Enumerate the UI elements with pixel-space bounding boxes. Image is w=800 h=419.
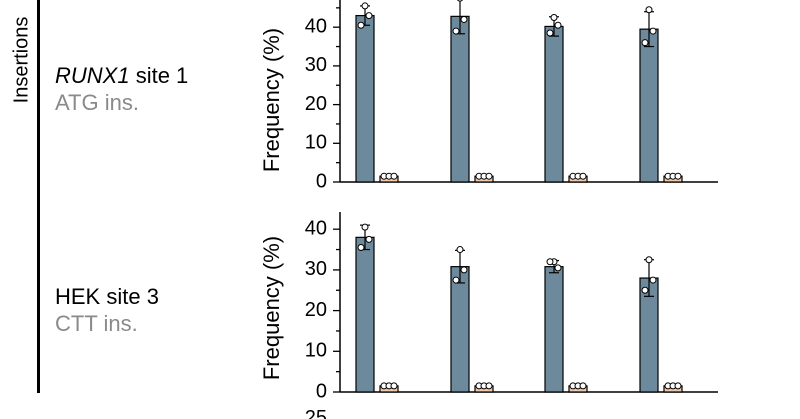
bar-series-1 xyxy=(544,25,564,183)
section-bracket xyxy=(37,0,40,393)
y-tick-label: 40 xyxy=(305,15,327,37)
replicate-point xyxy=(546,29,554,37)
replicate-point xyxy=(361,2,369,10)
bar-series-1 xyxy=(639,28,659,183)
replicate-point xyxy=(645,6,653,14)
bar-series-1 xyxy=(355,14,375,183)
replicate-point xyxy=(579,382,587,390)
y-tick-label: 20 xyxy=(305,299,327,321)
row-label-hek3: HEK site 3 CTT ins. xyxy=(55,283,159,337)
replicate-point xyxy=(579,172,587,180)
gene-name: RUNX1 xyxy=(55,63,130,88)
replicate-point xyxy=(546,258,554,266)
replicate-point xyxy=(649,27,657,35)
replicate-point xyxy=(390,382,398,390)
replicate-point xyxy=(460,15,468,23)
y-tick-label: 40 xyxy=(305,217,327,239)
insertion-label: ATG ins. xyxy=(55,90,139,115)
replicate-point xyxy=(674,382,682,390)
row-label-title: RUNX1 site 1 xyxy=(55,62,188,89)
replicate-point xyxy=(485,172,493,180)
y-tick-label: 0 xyxy=(316,170,327,192)
replicate-point xyxy=(357,244,365,252)
replicate-point xyxy=(674,172,682,180)
replicate-point xyxy=(390,172,398,180)
replicate-point xyxy=(357,21,365,29)
replicate-point xyxy=(554,264,562,272)
y-tick-label: 30 xyxy=(305,258,327,280)
replicate-point xyxy=(460,266,468,274)
insertion-label: CTT ins. xyxy=(55,311,138,336)
y-axis-title: Frequency (%) xyxy=(259,236,284,380)
replicate-point xyxy=(550,14,558,22)
next-panel-tick-label: 25 xyxy=(305,407,327,419)
bar-series-1 xyxy=(355,236,375,393)
replicate-point xyxy=(457,0,463,2)
chart-layer: 01020304030010203040 xyxy=(305,0,718,402)
y-tick-label: 10 xyxy=(305,132,327,154)
bar-series-1 xyxy=(450,266,470,393)
y-axis-title: Frequency (%) xyxy=(259,28,284,172)
replicate-point xyxy=(361,223,369,231)
replicate-point xyxy=(554,21,562,29)
y-tick-label: 10 xyxy=(305,340,327,362)
row-label-runx1: RUNX1 site 1 ATG ins. xyxy=(55,62,188,116)
bar-series-1 xyxy=(544,266,564,393)
y-tick-label: 30 xyxy=(305,54,327,76)
replicate-point xyxy=(365,235,373,243)
replicate-point xyxy=(645,256,653,264)
bar-series-1 xyxy=(450,15,470,183)
y-tick-label: 0 xyxy=(316,380,327,402)
replicate-point xyxy=(649,276,657,284)
replicate-point xyxy=(485,382,493,390)
row-label-title: HEK site 3 xyxy=(55,284,159,309)
site-name: site 1 xyxy=(129,63,189,88)
replicate-point xyxy=(641,39,649,47)
replicate-point xyxy=(365,12,373,20)
replicate-point xyxy=(456,246,464,254)
y-tick-label: 20 xyxy=(305,93,327,115)
replicate-point xyxy=(452,276,460,284)
replicate-point xyxy=(452,27,460,35)
replicate-point xyxy=(641,286,649,294)
